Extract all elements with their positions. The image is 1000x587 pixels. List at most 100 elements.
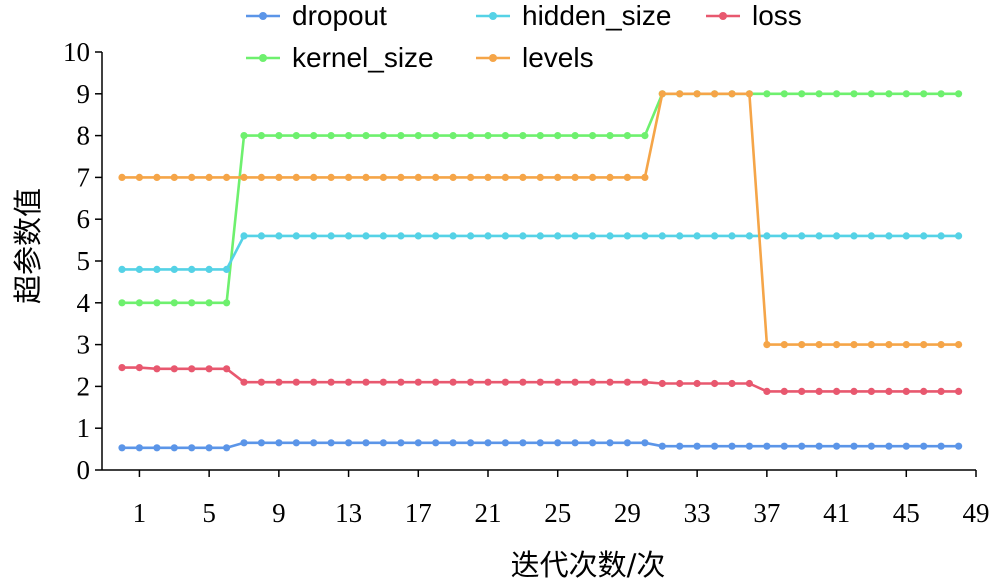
legend-item-hidden-size: hidden_size bbox=[476, 0, 671, 31]
data-point bbox=[763, 341, 771, 349]
data-point bbox=[501, 232, 509, 240]
data-point bbox=[345, 232, 353, 240]
legend-label: dropout bbox=[292, 0, 387, 31]
data-point bbox=[135, 299, 143, 307]
data-point bbox=[310, 439, 318, 447]
data-point bbox=[362, 378, 370, 386]
data-point bbox=[833, 232, 841, 240]
data-point bbox=[345, 378, 353, 386]
series-loss bbox=[118, 364, 963, 395]
x-tick-label: 9 bbox=[272, 498, 286, 528]
data-point bbox=[345, 439, 353, 447]
data-point bbox=[833, 387, 841, 395]
data-point bbox=[310, 132, 318, 140]
y-axis: 0 1 2 3 4 5 6 7 8 9 10 bbox=[63, 37, 103, 485]
data-point bbox=[188, 173, 196, 181]
legend-item-loss: loss bbox=[706, 0, 802, 31]
data-point bbox=[728, 442, 736, 450]
legend-swatch-marker bbox=[719, 12, 727, 20]
data-point bbox=[571, 439, 579, 447]
data-point bbox=[763, 232, 771, 240]
data-point bbox=[711, 90, 719, 98]
data-point bbox=[501, 173, 509, 181]
data-point bbox=[345, 132, 353, 140]
legend-label: levels bbox=[522, 42, 594, 73]
data-point bbox=[606, 173, 614, 181]
data-point bbox=[449, 173, 457, 181]
data-point bbox=[745, 90, 754, 98]
data-point bbox=[920, 442, 928, 450]
data-point bbox=[257, 232, 265, 240]
data-point bbox=[205, 299, 213, 307]
data-point bbox=[362, 232, 370, 240]
data-point bbox=[536, 439, 544, 447]
data-point bbox=[135, 444, 143, 452]
series-line bbox=[122, 92, 959, 305]
data-point bbox=[257, 132, 265, 140]
data-point bbox=[223, 173, 231, 181]
data-point bbox=[623, 378, 632, 386]
data-point bbox=[902, 387, 910, 395]
data-point bbox=[257, 378, 265, 386]
data-point bbox=[379, 132, 387, 140]
data-point bbox=[467, 132, 475, 140]
data-point bbox=[554, 232, 562, 240]
data-point bbox=[327, 232, 335, 240]
data-point bbox=[833, 90, 841, 98]
legend-label: kernel_size bbox=[292, 42, 434, 73]
data-point bbox=[414, 232, 422, 240]
data-point bbox=[850, 341, 858, 349]
data-point bbox=[223, 299, 231, 307]
data-point bbox=[275, 378, 283, 386]
data-point bbox=[501, 378, 509, 386]
data-point bbox=[501, 439, 509, 447]
data-point bbox=[310, 378, 318, 386]
data-point bbox=[205, 444, 213, 452]
data-point bbox=[676, 379, 684, 388]
data-point bbox=[798, 387, 806, 395]
data-point bbox=[571, 378, 579, 386]
series-line bbox=[122, 92, 959, 346]
data-point bbox=[780, 442, 788, 450]
data-point bbox=[571, 132, 579, 140]
data-point bbox=[920, 232, 928, 240]
y-tick-label: 4 bbox=[77, 288, 91, 318]
data-point bbox=[815, 442, 823, 450]
data-point bbox=[780, 387, 788, 395]
data-point bbox=[223, 365, 231, 373]
data-point bbox=[135, 364, 143, 372]
data-point bbox=[397, 378, 405, 386]
x-tick-label: 45 bbox=[893, 498, 920, 528]
data-point bbox=[118, 364, 126, 372]
data-point bbox=[885, 387, 893, 395]
data-point bbox=[937, 232, 945, 240]
data-point bbox=[467, 439, 475, 447]
legend-swatch-marker bbox=[259, 12, 267, 20]
data-point bbox=[519, 378, 527, 386]
x-axis: 1 5 9 13 17 21 25 29 33 37 41 45 49 bbox=[102, 469, 990, 528]
data-point bbox=[623, 439, 632, 447]
legend-label: loss bbox=[752, 0, 802, 31]
data-point bbox=[170, 365, 178, 373]
y-tick-label: 2 bbox=[77, 371, 91, 401]
data-point bbox=[275, 173, 283, 181]
data-point bbox=[275, 132, 283, 140]
data-point bbox=[780, 90, 788, 98]
x-axis-title: 迭代次数/次 bbox=[511, 548, 666, 582]
data-point bbox=[711, 232, 719, 240]
data-point bbox=[240, 132, 248, 140]
legend-swatch-marker bbox=[489, 54, 497, 62]
data-point bbox=[467, 378, 475, 386]
data-point bbox=[292, 232, 300, 240]
data-point bbox=[606, 378, 614, 386]
data-point bbox=[554, 132, 562, 140]
data-point bbox=[606, 232, 614, 240]
data-point bbox=[589, 173, 597, 181]
legend-label: hidden_size bbox=[522, 0, 671, 31]
data-point bbox=[571, 232, 579, 240]
data-point bbox=[867, 90, 876, 98]
data-point bbox=[955, 90, 963, 98]
data-point bbox=[519, 232, 527, 240]
data-point bbox=[763, 387, 771, 395]
data-point bbox=[902, 341, 910, 349]
